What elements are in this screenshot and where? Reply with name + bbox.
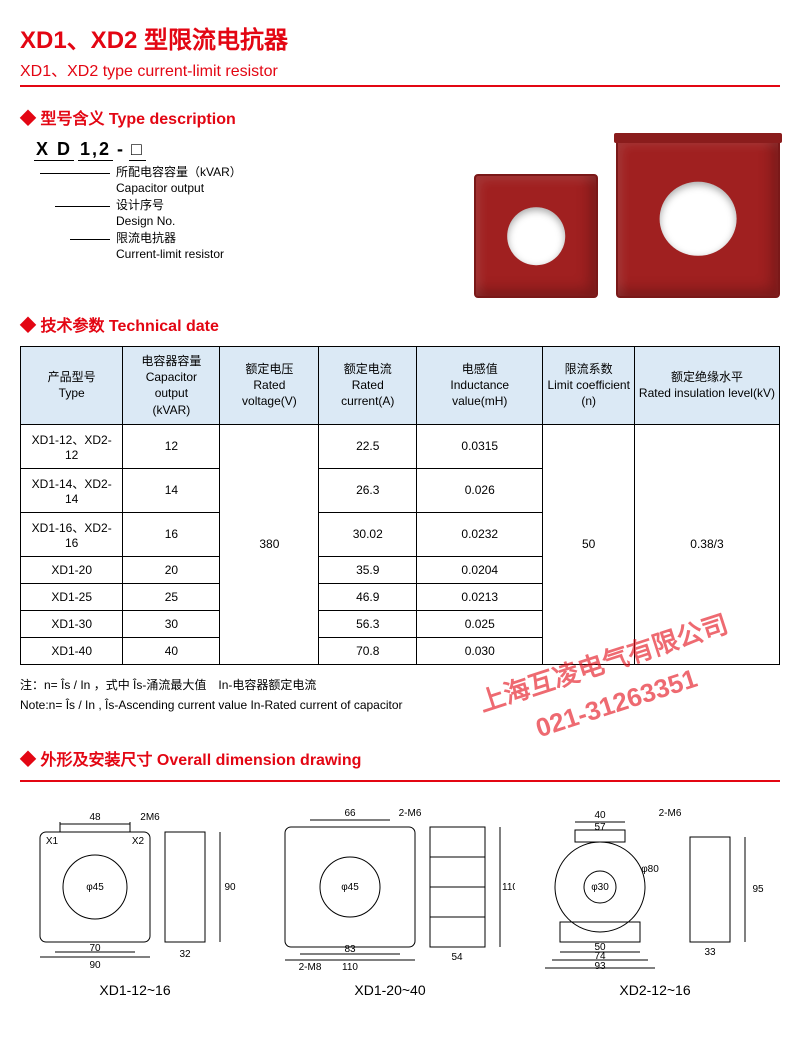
section-underline [20, 780, 780, 782]
type-code-seg: 1,2 [78, 139, 113, 161]
type-description-row: X D 1,2 - □ 所配电容容量（kVAR） Capacitor output… [20, 139, 780, 298]
page-title-en: XD1、XD2 type current-limit resistor [20, 57, 780, 81]
svg-text:110: 110 [502, 882, 515, 893]
dimension-drawings: 48 2M6 X1 X2 φ45 90 70 90 32 XD1-12~16 [20, 802, 780, 998]
legend-cn: 限流电抗器 [116, 231, 176, 245]
col-type: 产品型号Type [21, 347, 123, 425]
col-insulation: 额定绝缘水平Rated insulation level(kV) [634, 347, 779, 425]
svg-text:φ45: φ45 [341, 882, 359, 893]
svg-text:2M6: 2M6 [140, 812, 160, 823]
svg-text:φ30: φ30 [591, 882, 609, 893]
dim-drawing-b: 66 2-M6 φ45 110 83 2-M8 110 54 XD1-20~40 [265, 802, 515, 998]
svg-text:2-M8: 2-M8 [299, 962, 322, 972]
svg-text:57: 57 [594, 822, 606, 833]
svg-text:95: 95 [752, 884, 764, 895]
type-code-seg: □ [129, 139, 146, 161]
table-cell: 22.5 [319, 424, 417, 468]
table-cell: XD1-14、XD2-14 [21, 468, 123, 512]
dim-label: XD1-20~40 [265, 982, 515, 998]
table-cell: 0.0204 [417, 556, 543, 583]
dim-label: XD1-12~16 [20, 982, 250, 998]
table-cell: 0.0232 [417, 512, 543, 556]
col-current: 额定电流Rated current(A) [319, 347, 417, 425]
table-cell: 40 [123, 637, 220, 664]
col-coefficient: 限流系数Limit coefficient(n) [543, 347, 634, 425]
table-cell: XD1-20 [21, 556, 123, 583]
table-cell: 0.0315 [417, 424, 543, 468]
product-photo [474, 139, 780, 298]
table-cell: 70.8 [319, 637, 417, 664]
dim-label: XD2-12~16 [530, 982, 780, 998]
svg-text:φ45: φ45 [86, 882, 104, 893]
table-row: XD1-12、XD2-121238022.50.0315500.38/3 [21, 424, 780, 468]
svg-text:32: 32 [179, 949, 191, 960]
svg-text:33: 33 [704, 947, 716, 958]
table-cell: 12 [123, 424, 220, 468]
svg-text:90: 90 [89, 960, 101, 971]
table-cell: 16 [123, 512, 220, 556]
table-cell: 50 [543, 424, 634, 664]
table-cell: 35.9 [319, 556, 417, 583]
type-code: X D 1,2 - □ [20, 139, 444, 161]
svg-text:93: 93 [594, 961, 606, 972]
table-cell: 30 [123, 610, 220, 637]
table-cell: 0.030 [417, 637, 543, 664]
table-cell: 26.3 [319, 468, 417, 512]
section-type-description: 型号含义 Type description [20, 105, 780, 129]
svg-text:70: 70 [89, 943, 101, 954]
svg-text:φ80: φ80 [641, 864, 659, 875]
table-cell: 0.0213 [417, 583, 543, 610]
col-capacitor: 电容器容量Capacitor output(kVAR) [123, 347, 220, 425]
table-cell: XD1-30 [21, 610, 123, 637]
table-cell: 0.026 [417, 468, 543, 512]
svg-text:90: 90 [224, 882, 236, 893]
page-title-cn: XD1、XD2 型限流电抗器 [20, 20, 780, 55]
legend-en: Current-limit resistor [116, 247, 224, 261]
svg-text:X2: X2 [132, 836, 145, 847]
spec-table: 产品型号Type 电容器容量Capacitor output(kVAR) 额定电… [20, 346, 780, 665]
section-dimensions: 外形及安装尺寸 Overall dimension drawing [20, 746, 780, 770]
table-cell: 380 [220, 424, 319, 664]
table-cell: 0.025 [417, 610, 543, 637]
legend-cn: 设计序号 [116, 198, 164, 212]
product-small-icon [474, 174, 598, 298]
section-technical-data: 技术参数 Technical date [20, 312, 780, 336]
svg-text:66: 66 [344, 808, 356, 819]
type-description-block: X D 1,2 - □ 所配电容容量（kVAR） Capacitor output… [20, 139, 444, 265]
note-cn: 注：n= Îs / In ，式中 Îs-涌流最大值 In-电容器额定电流 [20, 678, 316, 692]
col-voltage: 额定电压Rated voltage(V) [220, 347, 319, 425]
svg-text:110: 110 [342, 962, 358, 972]
table-cell: XD1-25 [21, 583, 123, 610]
svg-text:2-M6: 2-M6 [659, 808, 682, 819]
svg-text:X1: X1 [46, 836, 59, 847]
table-cell: 30.02 [319, 512, 417, 556]
table-cell: 0.38/3 [634, 424, 779, 664]
dim-drawing-c: 2-M6 40 57 φ30 φ80 95 50 74 93 33 XD2-12… [530, 802, 780, 998]
title-underline [20, 85, 780, 87]
table-cell: 25 [123, 583, 220, 610]
table-cell: 46.9 [319, 583, 417, 610]
svg-text:2-M6: 2-M6 [399, 808, 422, 819]
svg-text:54: 54 [451, 952, 463, 963]
svg-text:83: 83 [344, 944, 356, 955]
table-cell: 20 [123, 556, 220, 583]
table-note: 注：n= Îs / In ，式中 Îs-涌流最大值 In-电容器额定电流 Not… [20, 675, 780, 716]
legend-en: Design No. [116, 214, 175, 228]
table-cell: 56.3 [319, 610, 417, 637]
svg-text:40: 40 [594, 810, 606, 821]
legend-en: Capacitor output [116, 181, 204, 195]
type-code-seg: X D [34, 139, 74, 161]
svg-text:48: 48 [89, 812, 101, 823]
dim-drawing-a: 48 2M6 X1 X2 φ45 90 70 90 32 XD1-12~16 [20, 802, 250, 998]
col-inductance: 电感值Inductance value(mH) [417, 347, 543, 425]
table-cell: 14 [123, 468, 220, 512]
product-large-icon [616, 139, 780, 298]
table-cell: XD1-40 [21, 637, 123, 664]
type-code-seg: - [117, 139, 125, 161]
table-cell: XD1-12、XD2-12 [21, 424, 123, 468]
table-cell: XD1-16、XD2-16 [21, 512, 123, 556]
legend-cn: 所配电容容量（kVAR） [116, 165, 242, 179]
note-en: Note:n= Îs / In , Îs-Ascending current v… [20, 698, 403, 712]
type-code-legend: 所配电容容量（kVAR） Capacitor output 设计序号 Design … [20, 165, 444, 263]
